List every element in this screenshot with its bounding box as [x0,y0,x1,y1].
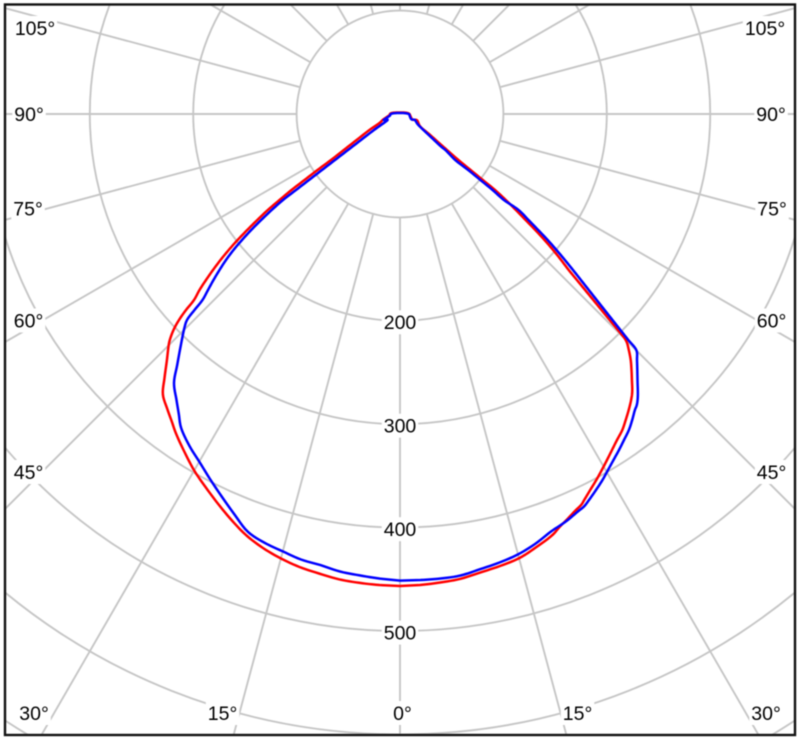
svg-text:75°: 75° [13,198,43,220]
svg-text:75°: 75° [757,198,787,220]
svg-text:105°: 105° [745,18,785,40]
svg-text:200: 200 [384,312,417,334]
svg-text:500: 500 [384,622,417,644]
svg-text:45°: 45° [14,462,44,484]
svg-text:105°: 105° [15,18,55,40]
svg-text:300: 300 [384,416,417,438]
svg-text:400: 400 [384,519,417,541]
svg-text:90°: 90° [756,104,786,126]
svg-text:90°: 90° [14,104,44,126]
svg-text:60°: 60° [14,310,44,332]
svg-text:60°: 60° [757,310,787,332]
svg-text:30°: 30° [751,703,781,725]
svg-text:45°: 45° [757,462,787,484]
svg-text:0°: 0° [393,703,412,725]
svg-text:15°: 15° [563,703,593,725]
svg-text:15°: 15° [208,703,238,725]
svg-text:30°: 30° [19,703,49,725]
